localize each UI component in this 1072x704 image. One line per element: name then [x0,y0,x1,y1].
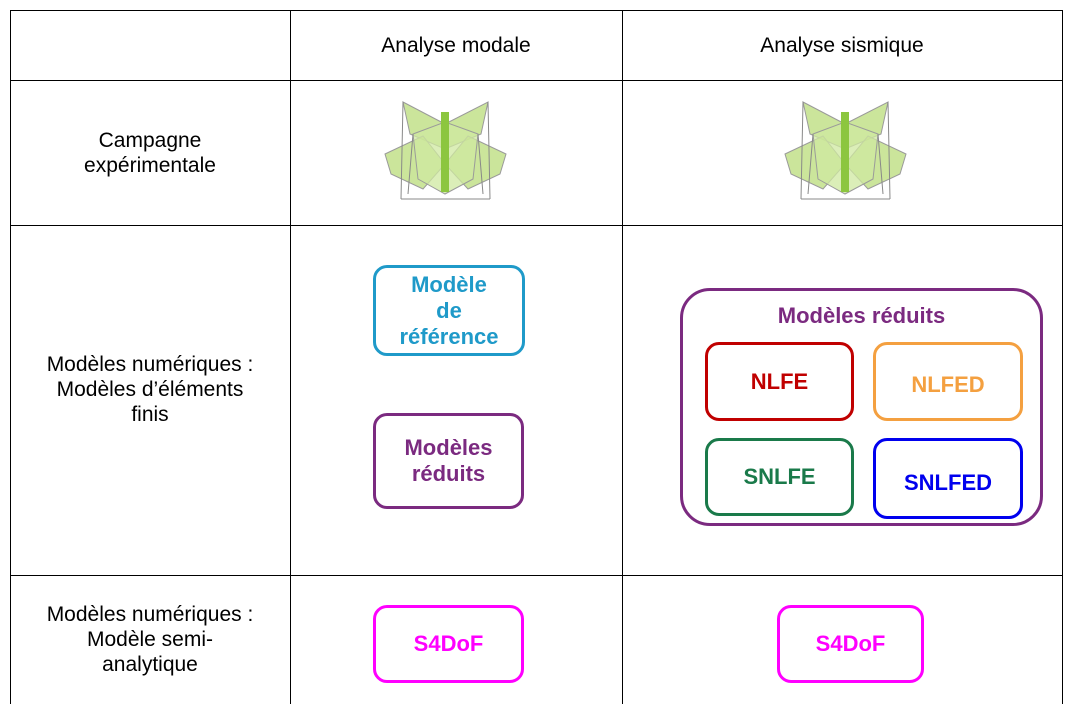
structure-image [784,101,907,200]
label-line: Modèles d’éléments [56,378,244,401]
row-label: Modèles numériques : Modèles d’éléments … [10,352,290,427]
label-line: Modèles numériques : [46,603,254,626]
row-label: Campagne expérimentale [10,128,290,178]
group-title: Modèles réduits [777,303,946,328]
table-border [1062,10,1063,704]
box-line: référence [399,323,499,349]
column-header: Analyse sismique [760,34,924,57]
table-border [10,575,1063,576]
model-box: Modèles réduits [373,413,524,509]
table-border [290,10,291,704]
group-box: Modèles réduits [680,288,1043,526]
table-border [10,80,1063,81]
structure-image [384,101,507,200]
model-box: SNLFE [705,438,854,516]
label-line: expérimentale [84,154,216,177]
box-line: Modèle [411,271,487,297]
model-box: S4DoF [777,605,924,683]
column-header: Analyse modale [381,34,531,57]
row-label: Modèles numériques : Modèle semi- analyt… [10,602,290,677]
box-line: de [436,297,462,323]
model-box: S4DoF [373,605,524,683]
model-box: Modèle de référence [373,265,525,356]
table-border [10,10,11,704]
model-box: NLFE [705,342,854,421]
table-border [10,10,1063,11]
table-border [622,10,623,704]
label-line: finis [131,403,169,426]
model-box: NLFED [873,342,1023,421]
label-line: Campagne [98,129,202,152]
model-box: SNLFED [873,438,1023,519]
box-line: Modèles [404,435,493,460]
label-line: analytique [102,653,198,676]
table-border [10,225,1063,226]
label-line: Modèles numériques : [46,353,254,376]
box-line: réduits [411,461,486,486]
label-line: Modèle semi- [86,628,214,651]
